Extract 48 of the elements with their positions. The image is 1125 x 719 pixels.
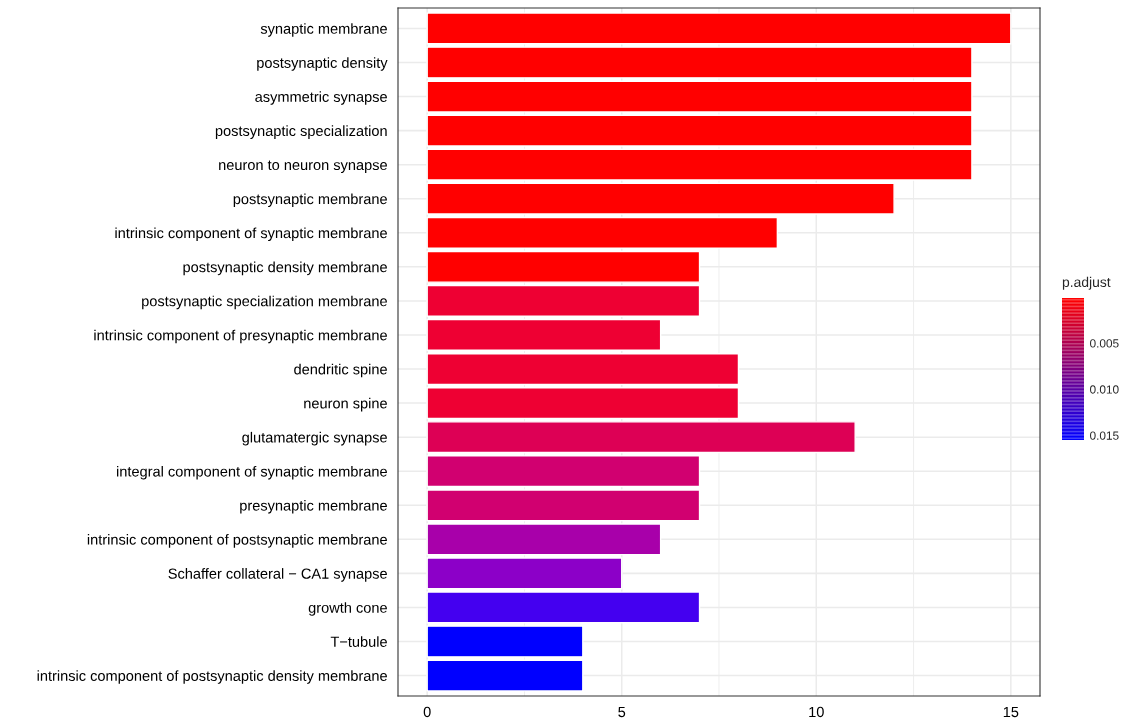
x-tick-label: 0 — [423, 706, 431, 718]
y-tick-label: intrinsic component of synaptic membrane — [115, 227, 387, 242]
bar — [426, 591, 701, 624]
y-tick-label: intrinsic component of postsynaptic density membrane — [37, 670, 387, 684]
legend-title: p.adjust — [1062, 276, 1111, 290]
bar — [426, 523, 662, 556]
y-tick-label: synaptic membrane — [260, 23, 387, 37]
bar — [426, 489, 701, 522]
bar — [426, 250, 701, 283]
bar — [426, 557, 623, 590]
y-tick-label: intrinsic component of postsynaptic membrane — [87, 534, 387, 548]
y-tick-label: postsynaptic density — [257, 57, 388, 71]
x-tick-label: 5 — [618, 706, 626, 718]
bar — [426, 284, 701, 317]
bar — [426, 46, 973, 79]
bar — [426, 12, 1012, 45]
y-tick-label: Schaffer collateral − CA1 synapse — [168, 568, 387, 582]
bar — [426, 455, 701, 488]
bar — [426, 114, 973, 147]
y-tick-label: postsynaptic specialization membrane — [142, 295, 387, 310]
bar — [426, 80, 973, 113]
color-bar-label: 0.010 — [1090, 385, 1119, 394]
x-tick-label: 15 — [1003, 706, 1019, 718]
y-tick-label: intrinsic component of presynaptic membrane — [94, 329, 387, 344]
y-tick-label: growth cone — [308, 602, 387, 616]
y-tick-label: glutamatergic synapse — [242, 431, 387, 446]
y-tick-label: T−tubule — [330, 636, 387, 647]
y-tick-label: postsynaptic membrane — [233, 193, 387, 208]
y-tick-label: dendritic spine — [294, 363, 387, 378]
bar — [426, 216, 779, 249]
bar — [426, 625, 584, 658]
y-tick-label: presynaptic membrane — [240, 499, 387, 514]
bar — [426, 353, 740, 386]
y-tick-label: integral component of synaptic membrane — [117, 465, 387, 480]
color-bar-label: 0.005 — [1090, 339, 1119, 348]
x-tick-label: 10 — [809, 706, 824, 718]
bar — [426, 387, 740, 420]
y-tick-label: asymmetric synapse — [255, 91, 387, 105]
bar — [426, 421, 856, 454]
bar — [426, 182, 895, 215]
bar — [426, 659, 584, 692]
bar — [426, 318, 662, 351]
y-tick-label: neuron spine — [304, 397, 387, 412]
bar — [426, 148, 973, 181]
y-tick-label: postsynaptic density membrane — [183, 261, 387, 276]
y-tick-label: postsynaptic specialization — [215, 125, 387, 139]
color-bar-label: 0.015 — [1090, 431, 1119, 440]
y-tick-label: neuron to neuron synapse — [219, 160, 387, 173]
